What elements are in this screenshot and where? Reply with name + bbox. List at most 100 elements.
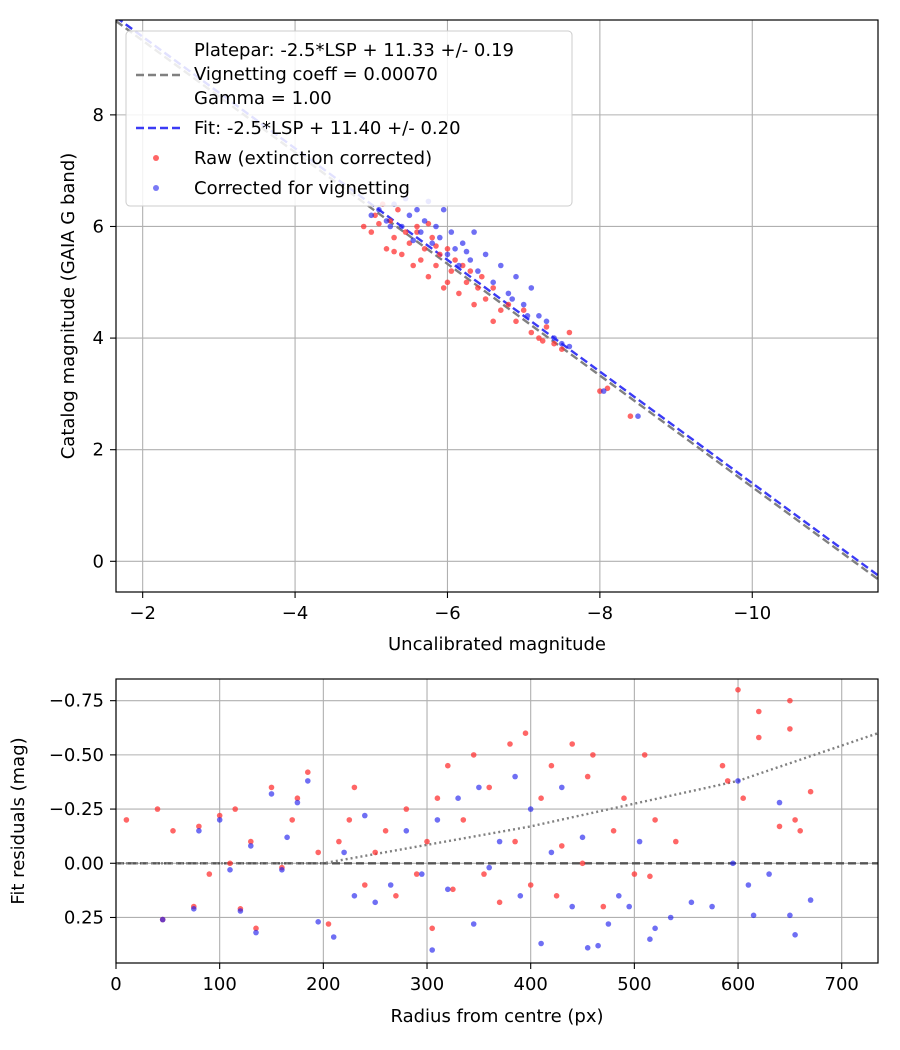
raw-point (539, 338, 546, 344)
corrected-point (750, 912, 757, 919)
corrected-point (433, 223, 439, 230)
corrected-point (626, 903, 632, 910)
raw-point (621, 795, 627, 801)
corrected-point (490, 279, 497, 286)
raw-point (382, 828, 389, 834)
corrected-point (159, 916, 166, 923)
raw-point (479, 273, 485, 280)
y-tick-label: 2 (93, 440, 104, 461)
corrected-point (543, 318, 550, 325)
raw-point (579, 860, 586, 867)
raw-point (559, 843, 565, 849)
raw-point (393, 893, 399, 899)
corrected-point (688, 899, 695, 906)
corrected-point (341, 849, 347, 856)
raw-point (787, 697, 793, 704)
corrected-point (807, 897, 814, 903)
bottom-y-axis-label: Fit residuals (mag) (8, 737, 29, 904)
corrected-point (520, 301, 527, 308)
raw-point (475, 285, 481, 291)
legend-corrected-label: Corrected for vignetting (194, 178, 410, 199)
corrected-point (513, 273, 519, 280)
corrected-point (667, 914, 674, 921)
raw-point (403, 806, 410, 812)
corrected-point (486, 864, 493, 871)
raw-point (383, 246, 390, 252)
raw-point (294, 795, 301, 801)
corrected-point (383, 218, 390, 224)
raw-point (154, 806, 161, 812)
corrected-point (248, 843, 254, 849)
raw-point (548, 762, 555, 769)
corrected-point (351, 893, 358, 899)
corrected-point (512, 773, 518, 780)
raw-point (498, 307, 504, 314)
raw-point (429, 234, 436, 241)
raw-point (631, 871, 638, 877)
raw-point (395, 206, 401, 213)
corrected-point (455, 795, 461, 801)
legend-fit-label: Fit: -2.5*LSP + 11.40 +/- 0.20 (194, 118, 461, 139)
corrected-point (376, 206, 382, 213)
raw-point (410, 262, 417, 269)
x-tick-label: −8 (587, 603, 614, 624)
corrected-point (600, 388, 607, 394)
raw-point (520, 307, 527, 314)
corrected-point (216, 817, 223, 823)
raw-point (414, 223, 420, 230)
corrected-point (362, 812, 368, 819)
corrected-point (440, 206, 447, 213)
top-plot-frame (115, 19, 879, 593)
corrected-point (745, 882, 752, 888)
y-tick-label: −0.50 (49, 745, 104, 766)
corrected-point (792, 932, 798, 938)
raw-point (641, 752, 648, 758)
top-grid (116, 20, 878, 592)
raw-point (797, 828, 803, 834)
raw-point (543, 324, 550, 330)
x-tick-label: 400 (514, 974, 548, 995)
corrected-point (584, 945, 591, 951)
x-tick-label: 300 (410, 974, 444, 995)
raw-point (807, 788, 814, 795)
x-tick-label: −10 (733, 603, 771, 624)
corrected-point (471, 229, 477, 235)
raw-point (399, 251, 405, 258)
raw-point (196, 823, 202, 830)
raw-point (445, 762, 451, 769)
raw-point (434, 795, 441, 801)
corrected-point (434, 817, 441, 823)
corrected-point (730, 860, 736, 867)
raw-point (610, 828, 617, 834)
raw-point (450, 886, 456, 893)
raw-point (248, 838, 254, 845)
raw-point (627, 413, 634, 420)
raw-point (505, 301, 512, 308)
raw-point (444, 279, 451, 286)
corrected-point (387, 882, 394, 888)
corrected-point (787, 912, 793, 919)
corrected-point (652, 925, 658, 932)
corrected-point (414, 206, 420, 213)
raw-point (787, 726, 793, 732)
raw-point (227, 860, 233, 867)
raw-point (512, 838, 518, 845)
raw-point (740, 795, 746, 801)
corrected-point (559, 784, 565, 791)
y-tick-label: 0.25 (64, 907, 104, 928)
x-tick-label: −2 (129, 603, 156, 624)
raw-point (440, 285, 447, 291)
raw-point (471, 301, 477, 308)
raw-point (490, 285, 497, 291)
corrected-point (524, 313, 531, 319)
corrected-point (566, 343, 573, 350)
bottom-x-axis-label: Radius from centre (px) (390, 1006, 603, 1027)
raw-point (647, 873, 653, 880)
corrected-point (372, 899, 379, 906)
raw-point (170, 828, 176, 834)
corrected-point (467, 257, 474, 263)
corrected-point (482, 251, 489, 258)
corrected-point (368, 212, 375, 219)
corrected-point (475, 268, 481, 274)
y-tick-label: 4 (93, 328, 104, 349)
